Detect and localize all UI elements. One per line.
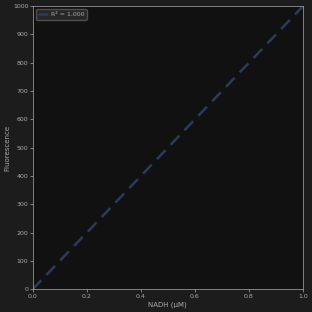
R² = 1.000 bbox=[220, 89, 224, 93]
X-axis label: NADH (μM): NADH (μM) bbox=[149, 301, 187, 308]
R² = 1.000 bbox=[85, 231, 89, 235]
R² = 1.000 bbox=[193, 118, 197, 121]
R² = 1.000 bbox=[166, 146, 170, 150]
R² = 1.000 bbox=[247, 61, 251, 65]
R² = 1.000 bbox=[139, 174, 143, 178]
R² = 1.000 bbox=[31, 288, 35, 291]
R² = 1.000 bbox=[274, 33, 278, 37]
Legend: R² = 1.000: R² = 1.000 bbox=[36, 9, 87, 20]
Y-axis label: Fluorescence: Fluorescence bbox=[4, 125, 10, 171]
R² = 1.000 bbox=[58, 259, 61, 263]
Line: R² = 1.000: R² = 1.000 bbox=[33, 6, 303, 290]
R² = 1.000 bbox=[301, 4, 305, 8]
R² = 1.000 bbox=[112, 202, 115, 206]
